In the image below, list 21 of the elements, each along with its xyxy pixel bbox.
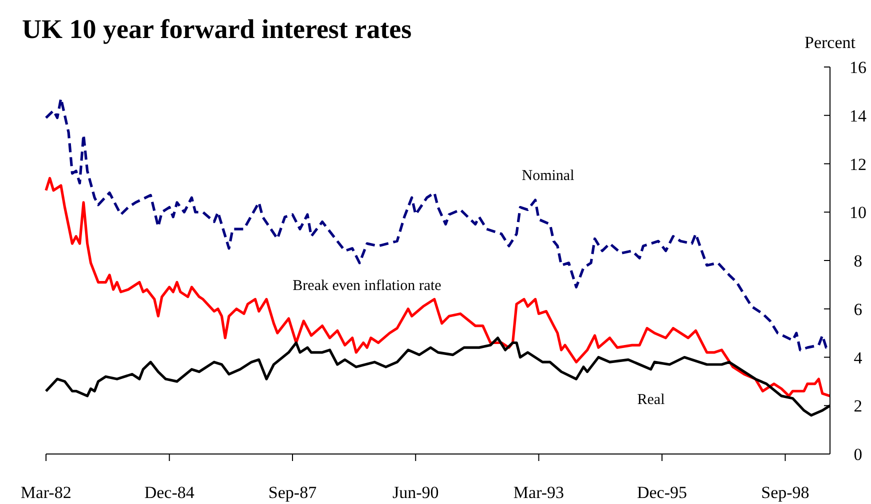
y-tick-label: 12: [850, 154, 866, 174]
y-tick-label: 0: [854, 445, 862, 464]
y-tick-label: 2: [854, 396, 862, 416]
x-tick-label: Sep-98: [761, 483, 810, 502]
series-label: Break even inflation rate: [292, 278, 442, 294]
y-tick-label: 10: [850, 203, 866, 222]
x-tick-label: Dec-84: [144, 483, 195, 502]
y-tick-label: 4: [854, 348, 863, 368]
series-label: Real: [637, 392, 665, 408]
x-tick-label: Dec-95: [636, 483, 688, 502]
y-tick-label: 8: [854, 252, 862, 270]
x-tick-label: Jun-90: [392, 483, 439, 502]
chart-title: UK 10 year forward interest rates: [22, 14, 412, 44]
y-axis-title: Percent: [804, 33, 856, 52]
y-tick-label: 6: [854, 300, 862, 319]
x-tick-label: Mar-82: [20, 483, 72, 502]
y-tick-label: 14: [850, 106, 867, 126]
x-tick-label: Sep-87: [268, 483, 318, 502]
x-tick-label: Mar-93: [513, 483, 564, 502]
series-label: Nominal: [522, 168, 574, 184]
y-tick-label: 16: [850, 58, 866, 77]
